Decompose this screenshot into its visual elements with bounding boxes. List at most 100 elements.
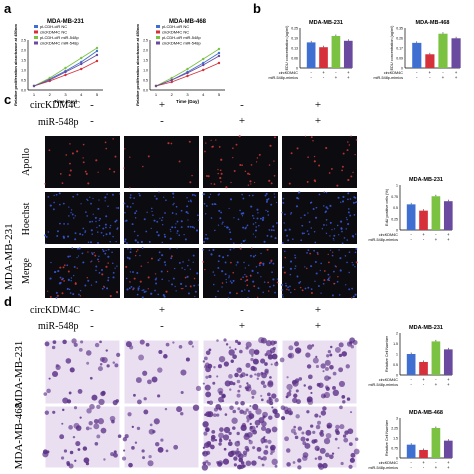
matrix-row-label: circKDM4C [379,461,398,465]
matrix-sign: - [435,232,437,237]
matrix-row-label: miR-548p-mimics [368,238,398,242]
stained-cell [264,362,268,366]
cell-dot [198,219,200,221]
y-tick-label: 1 [396,353,398,357]
cell-dot [205,205,208,207]
bar [443,440,453,458]
stained-cell [205,460,209,464]
stained-cell [320,363,326,369]
stained-cell [202,446,205,449]
cell-dot [342,195,345,198]
cell-dot [107,279,110,282]
stained-cell [236,448,239,451]
stained-cell [252,358,259,365]
matrix-sign: - [423,382,425,387]
stained-cell [324,359,331,366]
stained-cell [288,352,295,359]
cell-dot [104,141,107,144]
stained-cell [275,361,278,364]
cell-dot [95,281,98,283]
stained-cell [201,464,209,471]
cell-dot [347,198,349,201]
cell-dot [137,288,140,291]
stained-cell [263,438,268,443]
stained-cell [242,450,248,455]
merge-image [45,247,120,299]
stained-cell [131,425,134,428]
cell-dot [85,172,88,175]
stained-cell [254,419,261,426]
cell-dot [226,226,229,229]
crystal-violet-image [280,405,360,470]
cell-dot [284,256,286,259]
cell-dot [68,206,70,208]
data-point [202,63,205,67]
x-tick-label: 2 [171,92,174,97]
cell-dot [242,226,245,229]
cell-dot [112,271,115,274]
cell-dot [129,251,132,254]
data-point [217,54,221,58]
cell-dot [345,228,348,230]
stained-cell [61,422,64,425]
cell-dot [76,247,79,250]
cell-dot [276,281,279,284]
cell-dot [136,272,139,274]
cell-dot [240,290,243,293]
cell-dot [49,296,52,298]
y-axis-label: Relative Cell Number [385,419,389,456]
cell-dot [272,225,275,228]
stained-cell [253,349,260,355]
stained-cell [145,342,150,347]
stained-cell [322,370,325,373]
cell-dot [287,239,290,242]
cell-dot [352,295,355,298]
cell-dot [270,203,273,206]
matrix-sign: - [416,75,418,80]
cell-dot [336,224,339,227]
bar [343,40,353,68]
matrix-sign: - [410,382,412,387]
cell-dot [220,211,223,214]
stained-cell [208,374,212,379]
cell-dot [221,270,224,273]
cell-dot [158,191,160,193]
cell-dot [205,233,207,236]
stained-cell [293,425,297,429]
cell-dot [91,233,93,235]
cell-dot [288,289,290,291]
cell-dot [104,226,107,229]
data-point [202,57,205,61]
cell-dot [56,235,59,237]
cell-dot [109,233,111,236]
cell-dot [270,235,273,238]
stained-cell [218,396,224,403]
cell-dot [74,282,77,285]
cell-dot [143,218,146,221]
cell-dot [134,254,137,257]
cell-dot [339,269,342,272]
cell-dot [61,277,64,280]
image-background [124,136,199,188]
stained-cell [269,398,273,402]
cell-dot [73,274,75,277]
stained-cell [235,450,242,457]
data-point [217,47,221,51]
cell-dot [347,222,350,226]
cell-dot [240,278,242,281]
stained-cell [195,385,202,391]
cell-dot [219,217,222,220]
cell-dot [341,242,344,245]
data-point [95,46,99,50]
data-point [95,59,99,63]
legend-swatch [156,36,160,39]
cell-dot [317,285,320,287]
stained-cell [294,347,302,354]
cell-dot [151,210,153,213]
cell-dot [312,208,315,211]
stained-cell [320,410,327,416]
y-axis-label: EDU concentration (ug/ml) [285,25,289,70]
cell-dot [288,182,291,185]
cell-dot [347,211,350,214]
cell-dot [107,276,110,279]
